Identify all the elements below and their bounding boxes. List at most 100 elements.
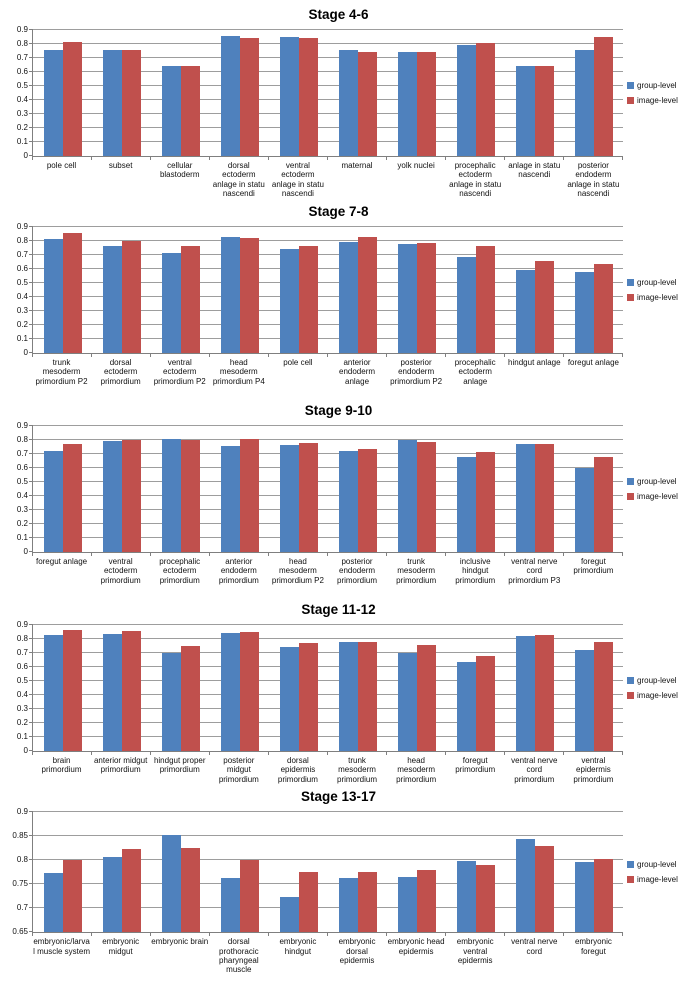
bar-group	[269, 443, 328, 552]
y-axis-label: 0.7	[16, 249, 28, 259]
gridline	[33, 536, 623, 538]
category-label: foregut primordium	[573, 556, 614, 576]
category-label: embryonic hindgut	[279, 937, 317, 956]
y-axis-tick	[29, 883, 33, 885]
y-axis-tick	[29, 239, 33, 241]
bar-group-level	[574, 467, 594, 552]
bar-group-level	[515, 65, 535, 156]
gridline	[33, 337, 623, 339]
x-axis-tick	[32, 352, 33, 357]
x-axis-tick	[622, 932, 623, 937]
legend-item-group-level: group-level	[627, 676, 685, 685]
y-axis-label: 0.2	[16, 319, 28, 329]
bar-group-level	[456, 256, 476, 353]
bar-image-level	[416, 441, 436, 552]
y-axis-label: 0.1	[16, 731, 28, 741]
gridline	[33, 71, 623, 72]
bar-image-level	[298, 245, 318, 353]
bar-image-level	[416, 52, 436, 156]
y-axis-tick	[29, 637, 33, 639]
bar-image-level	[121, 631, 141, 751]
bar-image-level	[239, 439, 259, 552]
bar-group	[328, 872, 387, 933]
x-axis-labels: foregut anlage ventral ectoderm primordiu…	[32, 553, 623, 597]
bar-group-level	[515, 839, 535, 933]
chart-stage-11-12: Stage 11-12 0 0.1 0.2 0.3 0.4 0.5 0.6 0.7 0.8 0.9 b…	[0, 602, 685, 784]
gridline	[33, 494, 623, 496]
bar-image-level	[239, 37, 259, 156]
y-axis-tick	[29, 113, 33, 114]
legend-swatch-image-level	[627, 293, 634, 301]
x-axis-tick	[563, 352, 564, 357]
chart-stage-4-6: Stage 4-6 0 0.1 0.2 0.3 0.4 0.5 0.6 0.7 0.8 0.9 pol…	[0, 7, 685, 199]
bar-group	[210, 632, 269, 751]
bar-groups	[33, 227, 623, 353]
x-axis-labels: embryonic/larval muscle system embryonic …	[32, 933, 623, 985]
bar-image-level	[534, 845, 554, 933]
x-axis-labels: pole cell subset cellular blastoderm dorsal…	[32, 157, 623, 199]
gridline	[33, 637, 623, 639]
category-label: pole cell	[283, 357, 313, 367]
x-axis-tick	[445, 352, 446, 357]
gridline	[33, 480, 623, 482]
legend-swatch-group-level	[627, 477, 634, 485]
bar-image-level	[121, 440, 141, 552]
bar-group-level	[161, 652, 181, 751]
y-axis-label: 0.3	[16, 703, 28, 713]
legend-label: group-level	[637, 675, 677, 685]
category-label: ventral nerve cord	[511, 937, 558, 956]
category-label: dorsal ectoderm primordium	[100, 357, 141, 386]
legend-swatch-image-level	[627, 691, 634, 699]
bar-group-level	[43, 635, 63, 751]
bar-group-level	[515, 635, 535, 751]
bar-group-level	[397, 52, 417, 156]
y-axis-tick	[29, 623, 33, 625]
y-axis-tick	[29, 707, 33, 709]
bar-group-level	[102, 441, 122, 552]
bar-group	[210, 859, 269, 933]
gridline	[33, 693, 623, 695]
y-axis-tick	[29, 253, 33, 255]
category-label: anterior endoderm anlage	[339, 357, 376, 386]
legend-label: group-level	[637, 476, 677, 486]
bar-image-level	[534, 65, 554, 156]
gridline	[33, 239, 623, 241]
legend-swatch-group-level	[627, 861, 634, 869]
y-axis-tick	[29, 693, 33, 695]
category-label: maternal	[341, 161, 373, 170]
gridline	[33, 43, 623, 44]
plot-column: 0 0.1 0.2 0.3 0.4 0.5 0.6 0.7 0.8 0.9 trunk mesode…	[0, 222, 623, 398]
y-axis-label: 0.1	[16, 137, 28, 146]
bar-group-level	[338, 877, 358, 933]
bar-image-level	[62, 233, 82, 353]
bar-group-level	[220, 236, 240, 353]
x-axis-tick	[268, 352, 269, 357]
y-axis-tick	[29, 721, 33, 723]
y-axis-label: 0.6	[16, 67, 28, 76]
bar-group-level	[279, 647, 299, 751]
chart-body: 0 0.1 0.2 0.3 0.4 0.5 0.6 0.7 0.8 0.9 pole cell sub…	[0, 26, 685, 199]
bar-group-level	[515, 270, 535, 353]
x-axis-tick	[327, 750, 328, 755]
plot-area: 0 0.1 0.2 0.3 0.4 0.5 0.6 0.7 0.8 0.9	[17, 421, 623, 556]
bar-group	[151, 439, 210, 552]
category-label: embryonic head epidermis	[387, 937, 445, 956]
category-label: posterior endoderm anlage in statu nasce…	[567, 161, 620, 199]
legend-swatch-image-level	[627, 97, 634, 104]
bar-group-level	[338, 50, 358, 156]
bar-group	[33, 41, 92, 156]
bar-group	[269, 871, 328, 933]
x-axis-tick	[504, 352, 505, 357]
category-label: embryonic ventral epidermis	[456, 937, 494, 965]
y-axis-label: 0.85	[12, 831, 28, 841]
bar-image-level	[298, 642, 318, 751]
gridline	[33, 29, 623, 30]
y-axis-tick	[29, 43, 33, 44]
gridline	[33, 735, 623, 737]
legend-item-group-level: group-level	[627, 860, 685, 869]
bar-group-level	[397, 243, 417, 353]
bar-group	[564, 858, 623, 933]
chart-stage-7-8: Stage 7-8 0 0.1 0.2 0.3 0.4 0.5 0.6 0.7 0.8 0.9 tru…	[0, 204, 685, 398]
y-axis-label: 0.6	[16, 661, 28, 671]
legend-item-group-level: group-level	[627, 81, 685, 90]
